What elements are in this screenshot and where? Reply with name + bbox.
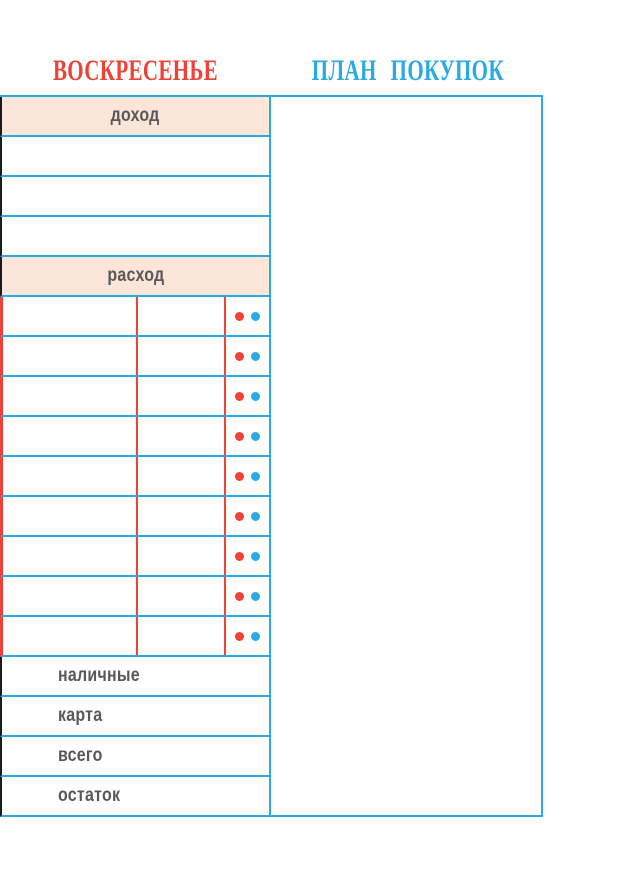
red-dot-marker — [235, 551, 244, 561]
red-dot-marker — [235, 431, 244, 441]
red-dot-marker — [235, 351, 244, 361]
expense-marker-cell — [224, 337, 269, 375]
expense-amount-cell — [136, 497, 224, 535]
expense-name-cell — [3, 537, 136, 575]
expense-name-cell — [3, 577, 136, 615]
expense-marker-cell — [224, 617, 269, 655]
expense-entry-row — [0, 497, 269, 537]
income-header-label: доход — [111, 105, 160, 126]
expense-amount-cell — [136, 377, 224, 415]
expense-marker-cell — [224, 577, 269, 615]
expense-entry-row — [0, 417, 269, 457]
expense-header-label: расход — [107, 265, 164, 286]
cyan-dot-marker — [251, 631, 260, 641]
income-entry-row — [0, 217, 269, 257]
summary-row-label: остаток — [58, 785, 121, 806]
expense-entry-row — [0, 577, 269, 617]
day-title: ВОСКРЕСЕНЬЕ — [52, 54, 219, 87]
red-dot-marker — [235, 591, 244, 601]
cyan-dot-marker — [251, 431, 260, 441]
expense-entry-row — [0, 617, 269, 657]
red-dot-marker — [235, 471, 244, 481]
summary-row-label: карта — [58, 705, 103, 726]
red-dot-marker — [235, 311, 244, 321]
red-dot-marker — [235, 511, 244, 521]
summary-row: всего — [0, 737, 269, 777]
income-entry-row — [0, 137, 269, 177]
expense-header-row: расход — [0, 257, 269, 297]
expense-amount-cell — [136, 417, 224, 455]
expense-entry-row — [0, 377, 269, 417]
income-rows-group — [0, 137, 269, 257]
cyan-dot-marker — [251, 391, 260, 401]
expense-amount-cell — [136, 457, 224, 495]
expense-entry-row — [0, 297, 269, 337]
income-entry-row — [0, 177, 269, 217]
expense-marker-cell — [224, 417, 269, 455]
cyan-dot-marker — [251, 471, 260, 481]
expense-marker-cell — [224, 377, 269, 415]
summary-row-label: наличные — [58, 665, 140, 686]
expense-name-cell — [3, 417, 136, 455]
expense-entry-row — [0, 457, 269, 497]
expense-name-cell — [3, 377, 136, 415]
cyan-dot-marker — [251, 351, 260, 361]
expense-amount-cell — [136, 537, 224, 575]
expense-marker-cell — [224, 457, 269, 495]
expense-name-cell — [3, 297, 136, 335]
expense-amount-cell — [136, 577, 224, 615]
red-dot-marker — [235, 391, 244, 401]
expense-name-cell — [3, 497, 136, 535]
expense-rows-group — [0, 297, 269, 657]
expense-marker-cell — [224, 497, 269, 535]
summary-rows-group: наличные карта всего остаток — [0, 657, 269, 817]
shopping-plan-box — [271, 95, 543, 817]
expense-marker-cell — [224, 297, 269, 335]
income-header-row: доход — [0, 97, 269, 137]
expense-entry-row — [0, 337, 269, 377]
expense-name-cell — [3, 337, 136, 375]
budget-table: доход расход наличные карта всего остаток — [0, 95, 271, 817]
summary-row: карта — [0, 697, 269, 737]
expense-entry-row — [0, 537, 269, 577]
cyan-dot-marker — [251, 591, 260, 601]
summary-row: наличные — [0, 657, 269, 697]
summary-row: остаток — [0, 777, 269, 817]
red-dot-marker — [235, 631, 244, 641]
expense-marker-cell — [224, 537, 269, 575]
summary-row-label: всего — [58, 745, 103, 766]
expense-amount-cell — [136, 337, 224, 375]
expense-name-cell — [3, 457, 136, 495]
expense-amount-cell — [136, 617, 224, 655]
cyan-dot-marker — [251, 551, 260, 561]
shopping-plan-title: ПЛАН ПОКУПОК — [311, 54, 504, 87]
expense-name-cell — [3, 617, 136, 655]
cyan-dot-marker — [251, 511, 260, 521]
expense-amount-cell — [136, 297, 224, 335]
cyan-dot-marker — [251, 311, 260, 321]
